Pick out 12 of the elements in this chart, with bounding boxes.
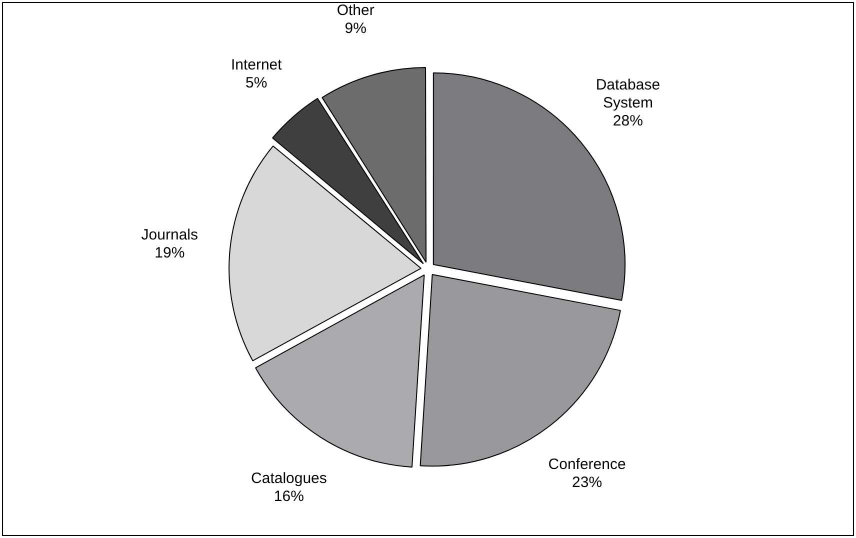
slice-label: Journals xyxy=(141,226,198,244)
data-label: 23% xyxy=(572,474,602,492)
data-label: 9% xyxy=(344,20,366,37)
data-label: 28% xyxy=(612,112,643,130)
data-label: 5% xyxy=(246,74,268,92)
slice-label: Catalogues xyxy=(251,470,327,488)
slice-label: Internet xyxy=(230,56,283,74)
slice-label: Other xyxy=(336,2,374,19)
data-label: 16% xyxy=(274,488,304,506)
slice-label: Database System xyxy=(596,76,660,112)
slice-label: Conference xyxy=(548,456,626,474)
data-label: 19% xyxy=(154,244,185,262)
